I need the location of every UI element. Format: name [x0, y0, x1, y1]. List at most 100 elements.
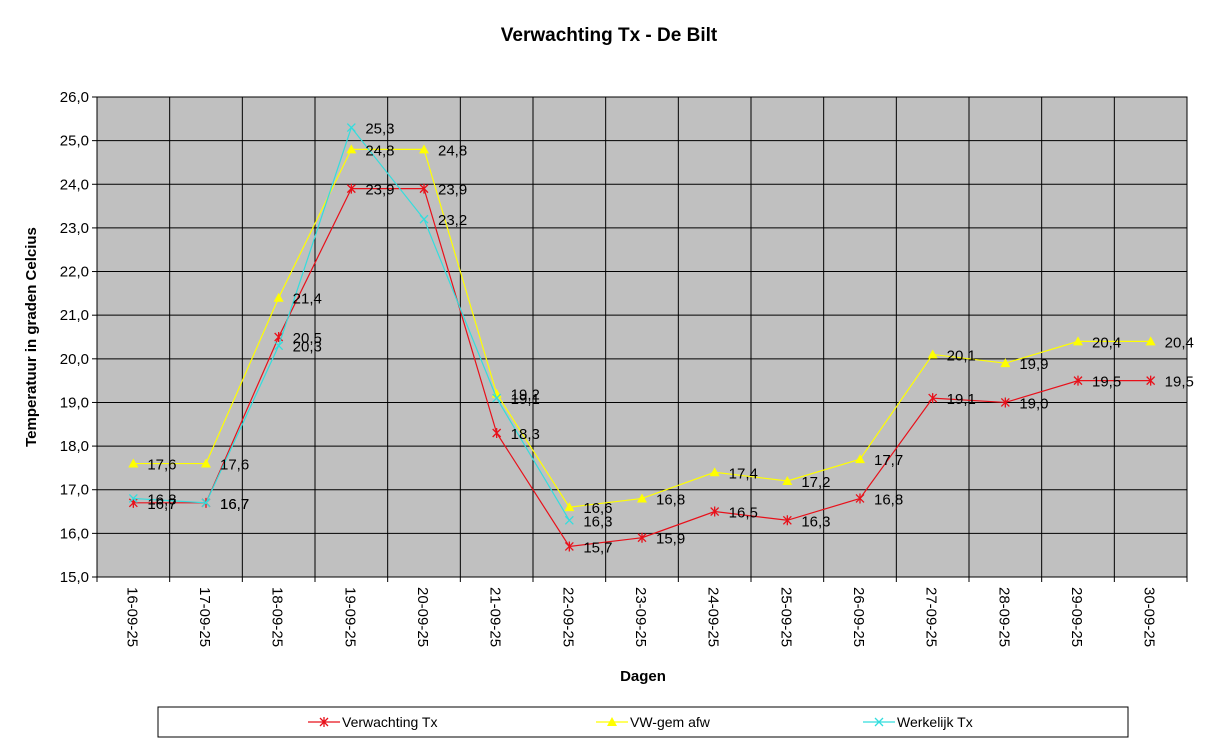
data-label: 16,7 — [147, 496, 176, 513]
plot-area — [96, 96, 1188, 578]
triangle-marker — [927, 349, 938, 359]
x-tick-label: 24-09-25 — [705, 587, 722, 647]
star-marker — [319, 717, 329, 727]
star-marker — [1073, 375, 1083, 386]
x-tick-label: 23-09-25 — [632, 587, 649, 647]
data-label: 23,9 — [438, 182, 467, 199]
x-axis-title: Dagen — [620, 668, 666, 685]
legend-label: Werkelijk Tx — [897, 714, 973, 730]
data-label: 18,3 — [511, 426, 540, 443]
data-label: 16,7 — [220, 496, 249, 513]
triangle-marker — [1073, 336, 1083, 346]
data-label: 20,5 — [293, 330, 322, 347]
y-axis-title: Temperatuur in graden Celcius — [23, 227, 40, 447]
chart-title: Verwachting Tx - De Bilt — [501, 25, 718, 46]
star-marker — [1000, 397, 1010, 408]
data-label: 16,3 — [583, 513, 612, 530]
y-tick-label: 22,0 — [60, 264, 89, 281]
data-label: 16,8 — [147, 491, 176, 508]
data-label: 17,2 — [801, 474, 830, 491]
x-marker — [201, 498, 211, 508]
x-tick-label: 17-09-25 — [196, 587, 213, 647]
data-label: 20,1 — [947, 347, 976, 364]
data-label: 25,3 — [365, 121, 394, 138]
x-tick-label: 16-09-25 — [123, 587, 140, 647]
x-marker — [128, 493, 138, 503]
x-marker — [419, 214, 429, 224]
triangle-marker — [1145, 336, 1156, 346]
data-label: 19,5 — [1165, 374, 1194, 391]
triangle-marker — [782, 476, 793, 485]
x-tick-label: 29-09-25 — [1068, 587, 1085, 647]
data-label: 19,2 — [511, 387, 540, 404]
data-label: 17,6 — [220, 457, 249, 474]
legend-label: Verwachting Tx — [342, 714, 437, 730]
data-label: 19,1 — [511, 391, 540, 408]
data-label: 24,8 — [438, 142, 467, 159]
data-label: 19,0 — [1019, 395, 1048, 412]
y-tick-label: 16,0 — [60, 525, 89, 542]
triangle-marker — [709, 467, 720, 477]
star-marker — [564, 541, 574, 552]
x-tick-label: 27-09-25 — [923, 587, 940, 647]
star-marker — [274, 332, 284, 342]
x-tick-label: 18-09-25 — [269, 587, 286, 647]
axes: 15,0 16,0 17,0 18,0 19,0 20,0 21,0 22,0 23,0 24,0… — [60, 89, 1188, 647]
legend-label: VW-gem afw — [630, 714, 711, 730]
data-label: 16,7 — [220, 496, 249, 513]
data-label: 19,5 — [1092, 374, 1121, 391]
triangle-marker — [419, 144, 429, 154]
data-label: 20,4 — [1165, 334, 1194, 351]
data-label: 17,6 — [147, 457, 176, 474]
series-layer — [128, 123, 1156, 552]
y-tick-label: 17,0 — [60, 482, 89, 499]
triangle-marker — [855, 454, 865, 464]
gridlines — [96, 96, 1188, 578]
x-marker — [274, 341, 284, 351]
x-tick-label: 25-09-25 — [777, 587, 794, 647]
star-marker — [637, 532, 647, 543]
x-tick-label: 21-09-25 — [487, 587, 504, 647]
x-tick-label: 19-09-25 — [341, 587, 358, 647]
data-label: 16,6 — [583, 500, 612, 517]
triangle-marker — [346, 144, 357, 154]
y-tick-label: 24,0 — [60, 176, 89, 193]
star-marker — [492, 428, 502, 438]
data-label: 19,1 — [947, 391, 976, 408]
triangle-marker — [201, 458, 211, 468]
x-tick-label: 26-09-25 — [850, 587, 867, 647]
triangle-marker — [1000, 358, 1011, 368]
triangle-marker — [128, 458, 139, 468]
data-label: 23,2 — [438, 212, 467, 229]
y-tick-label: 20,0 — [60, 351, 89, 368]
y-tick-label: 25,0 — [60, 133, 89, 150]
triangle-marker — [273, 292, 284, 302]
data-label: 19,9 — [1019, 356, 1048, 373]
star-marker — [782, 515, 792, 526]
data-label: 20,4 — [1092, 334, 1121, 351]
y-tick-label: 21,0 — [60, 307, 89, 324]
x-tick-label: 22-09-25 — [559, 587, 576, 647]
x-tick-label: 28-09-25 — [995, 587, 1012, 647]
data-label: 21,4 — [293, 291, 322, 308]
data-label: 20,3 — [293, 339, 322, 356]
y-tick-label: 23,0 — [60, 220, 89, 237]
x-marker — [346, 123, 356, 133]
data-labels: 17,6 17,6 21,4 24,8 24,8 19,2 16,6 16,8 17,4 17,2… — [147, 121, 1194, 557]
x-tick-label: 30-09-25 — [1141, 587, 1158, 647]
triangle-marker — [607, 717, 617, 726]
star-marker — [855, 493, 865, 504]
data-label: 16,8 — [656, 491, 685, 508]
star-marker — [419, 183, 429, 194]
data-label: 17,4 — [729, 465, 758, 482]
data-label: 24,8 — [365, 142, 394, 159]
data-label: 16,5 — [729, 505, 758, 522]
data-label: 15,7 — [583, 539, 612, 556]
star-marker — [1146, 375, 1156, 386]
y-tick-label: 18,0 — [60, 438, 89, 455]
triangle-marker — [564, 502, 575, 512]
star-marker — [928, 393, 938, 404]
data-label: 23,9 — [365, 182, 394, 199]
y-tick-label: 15,0 — [60, 569, 89, 586]
